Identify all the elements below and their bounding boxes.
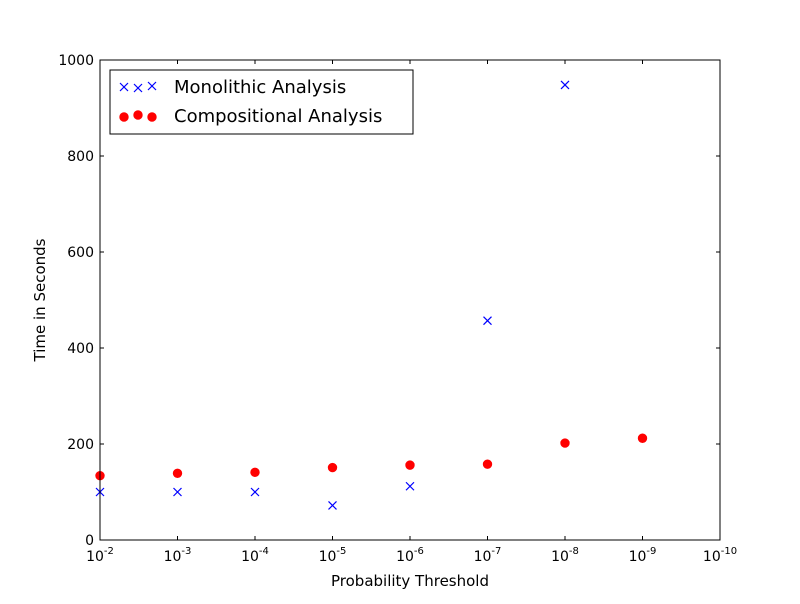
compositional-point [482, 459, 493, 469]
compositional-point [250, 467, 260, 478]
x-tick-label-exponent: -8 [569, 546, 579, 557]
legend-x-marker [119, 82, 129, 92]
legend-frame [109, 69, 414, 135]
y-tick-label: 600 [67, 245, 94, 261]
compositional-point [327, 462, 338, 473]
x-tick-label-base: 10 [474, 549, 492, 565]
series-2 [95, 433, 648, 481]
legend: Monolithic Analysis Compositional Analysi… [109, 69, 414, 135]
x-tick-label-exponent: -2 [104, 546, 114, 557]
compositional-point [405, 460, 415, 470]
x-tick-label: 10-5 [319, 546, 347, 565]
monolithic-point [560, 80, 570, 90]
legend-x-marker [147, 81, 157, 91]
x-tick-label: 10-4 [241, 546, 269, 565]
series-1 [95, 80, 570, 510]
x-tick-label: 10-9 [629, 546, 657, 565]
data-marks [95, 80, 648, 510]
x-tick-label-base: 10 [241, 549, 259, 565]
axis-tick-labels: 10-2 10-3 10-4 10-5 10-6 10-7 10-8 10-9 10-10020… [58, 53, 737, 565]
axis-ticks [99, 59, 721, 541]
x-tick-label: 10-6 [396, 546, 424, 565]
x-tick-label-exponent: -10 [721, 546, 737, 557]
monolithic-point-stroke-b [560, 80, 570, 90]
legend-circle-marker [133, 110, 143, 120]
compositional-point [637, 433, 648, 443]
x-tick-label-exponent: -5 [336, 546, 346, 557]
x-tick-label-base: 10 [86, 549, 104, 565]
monolithic-point-stroke-b [250, 487, 260, 497]
compositional-point [172, 468, 183, 478]
legend-items: Monolithic Analysis Compositional Analysi… [119, 77, 382, 127]
y-tick-label: 0 [85, 533, 94, 549]
x-tick-label-exponent: -7 [491, 546, 501, 557]
x-tick-label-exponent: -4 [259, 546, 269, 557]
y-axis-label: Time in Seconds [31, 238, 49, 362]
x-tick-label-base: 10 [319, 549, 337, 565]
x-tick-label-base: 10 [551, 549, 569, 565]
x-tick-label-base: 10 [164, 549, 182, 565]
x-tick-label: 10-2 [86, 546, 114, 565]
legend-entry: Monolithic Analysis [119, 77, 346, 98]
x-tick-label: 10-7 [474, 546, 502, 565]
monolithic-point [250, 487, 260, 497]
x-tick-label-base: 10 [629, 549, 647, 565]
x-axis-label: Probability Threshold [331, 572, 489, 590]
y-tick-label: 800 [67, 149, 94, 165]
legend-circle-marker [119, 112, 129, 122]
y-tick-label: 400 [67, 341, 94, 357]
legend-entry: Compositional Analysis [119, 106, 382, 127]
monolithic-point-stroke-b [405, 481, 415, 491]
x-tick-label: 10-10 [703, 546, 737, 565]
monolithic-point [328, 501, 337, 510]
monolithic-point-stroke-b [483, 316, 492, 326]
legend-x-marker-stroke-b [119, 82, 129, 92]
x-tick-label-exponent: -6 [414, 546, 424, 557]
monolithic-point [483, 316, 492, 326]
monolithic-point [173, 487, 182, 497]
compositional-point [560, 438, 570, 448]
x-tick-label: 10-3 [164, 546, 192, 565]
legend-x-marker-stroke-b [147, 81, 157, 91]
legend-label: Compositional Analysis [174, 106, 382, 127]
legend-label: Monolithic Analysis [174, 77, 346, 98]
x-tick-label-base: 10 [703, 549, 721, 565]
x-tick-label: 10-8 [551, 546, 579, 565]
monolithic-point-stroke-b [173, 487, 182, 497]
legend-x-marker-stroke-b [133, 83, 143, 93]
x-tick-label-exponent: -9 [646, 546, 656, 557]
monolithic-point-stroke-b [328, 501, 337, 510]
legend-circle-marker [147, 112, 157, 122]
x-tick-label-base: 10 [396, 549, 414, 565]
legend-x-marker [133, 83, 143, 93]
x-tick-label-exponent: -3 [181, 546, 191, 557]
y-tick-label: 200 [67, 437, 94, 453]
monolithic-point [405, 481, 415, 491]
y-tick-label: 1000 [58, 53, 94, 69]
